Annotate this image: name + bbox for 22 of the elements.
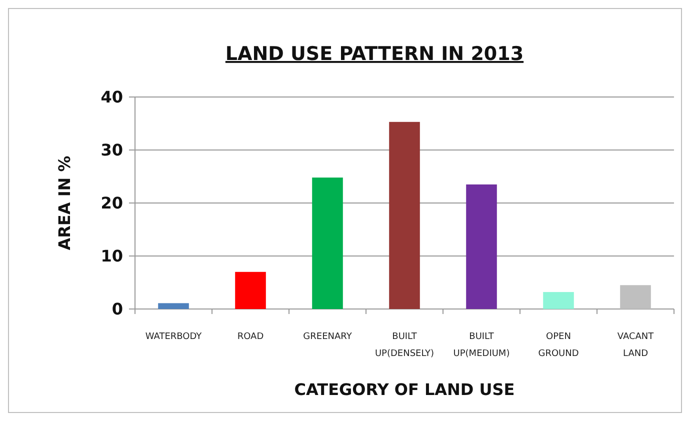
bar: [158, 303, 189, 309]
x-tick-label: GREENARY: [303, 332, 352, 342]
bar: [543, 292, 574, 309]
y-tick-label: 0: [112, 300, 123, 319]
x-tick-label: VACANT LAND: [617, 332, 654, 359]
x-tick-label: WATERBODY: [145, 332, 202, 342]
bar: [389, 122, 420, 309]
chart-title: LAND USE PATTERN IN 2013: [225, 43, 524, 65]
x-tick-label: BUILT UP(DENSELY): [374, 332, 434, 359]
bar: [312, 178, 343, 309]
x-tick-label: ROAD: [237, 332, 264, 342]
y-axis-title: AREA IN %: [55, 156, 74, 250]
x-tick-label: BUILT UP(MEDIUM): [453, 332, 510, 359]
bar: [620, 285, 651, 309]
y-tick-label: 10: [100, 246, 123, 266]
y-tick-label: 30: [100, 140, 123, 160]
bar: [466, 184, 497, 309]
x-axis-title: CATEGORY OF LAND USE: [294, 380, 515, 399]
x-tick-label: OPEN GROUND: [538, 332, 579, 359]
y-tick-label: 20: [100, 194, 123, 213]
bar: [235, 272, 266, 309]
y-tick-label: 40: [100, 88, 123, 107]
